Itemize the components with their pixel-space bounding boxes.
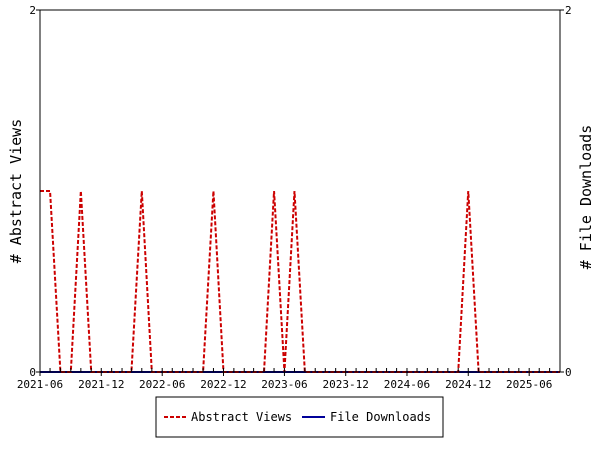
x-tick-label: 2023-06 — [261, 378, 307, 391]
x-tick-label: 2024-12 — [445, 378, 491, 391]
x-tick-label: 2022-12 — [200, 378, 246, 391]
y-axis-title: # Abstract Views — [7, 119, 25, 264]
y2-tick-label: 2 — [565, 4, 572, 17]
legend-label-file-downloads: File Downloads — [330, 410, 431, 424]
series-line-abstract-views — [40, 190, 560, 373]
plot-area — [39, 9, 561, 373]
y-tick-label: 0 — [29, 366, 36, 379]
legend-box — [155, 396, 444, 438]
y-tick-label: 2 — [29, 4, 36, 17]
y2-axis-title: # File Downloads — [577, 125, 595, 270]
x-tick-label: 2024-06 — [384, 378, 430, 391]
x-tick-label: 2025-06 — [506, 378, 552, 391]
x-tick-label: 2021-12 — [78, 378, 124, 391]
x-tick-label: 2023-12 — [323, 378, 369, 391]
legend-label-abstract-views: Abstract Views — [191, 410, 292, 424]
x-tick-label: 2021-06 — [17, 378, 63, 391]
x-tick-label: 2022-06 — [139, 378, 185, 391]
y2-tick-label: 0 — [565, 366, 572, 379]
legend: Abstract Views File Downloads — [155, 396, 444, 438]
